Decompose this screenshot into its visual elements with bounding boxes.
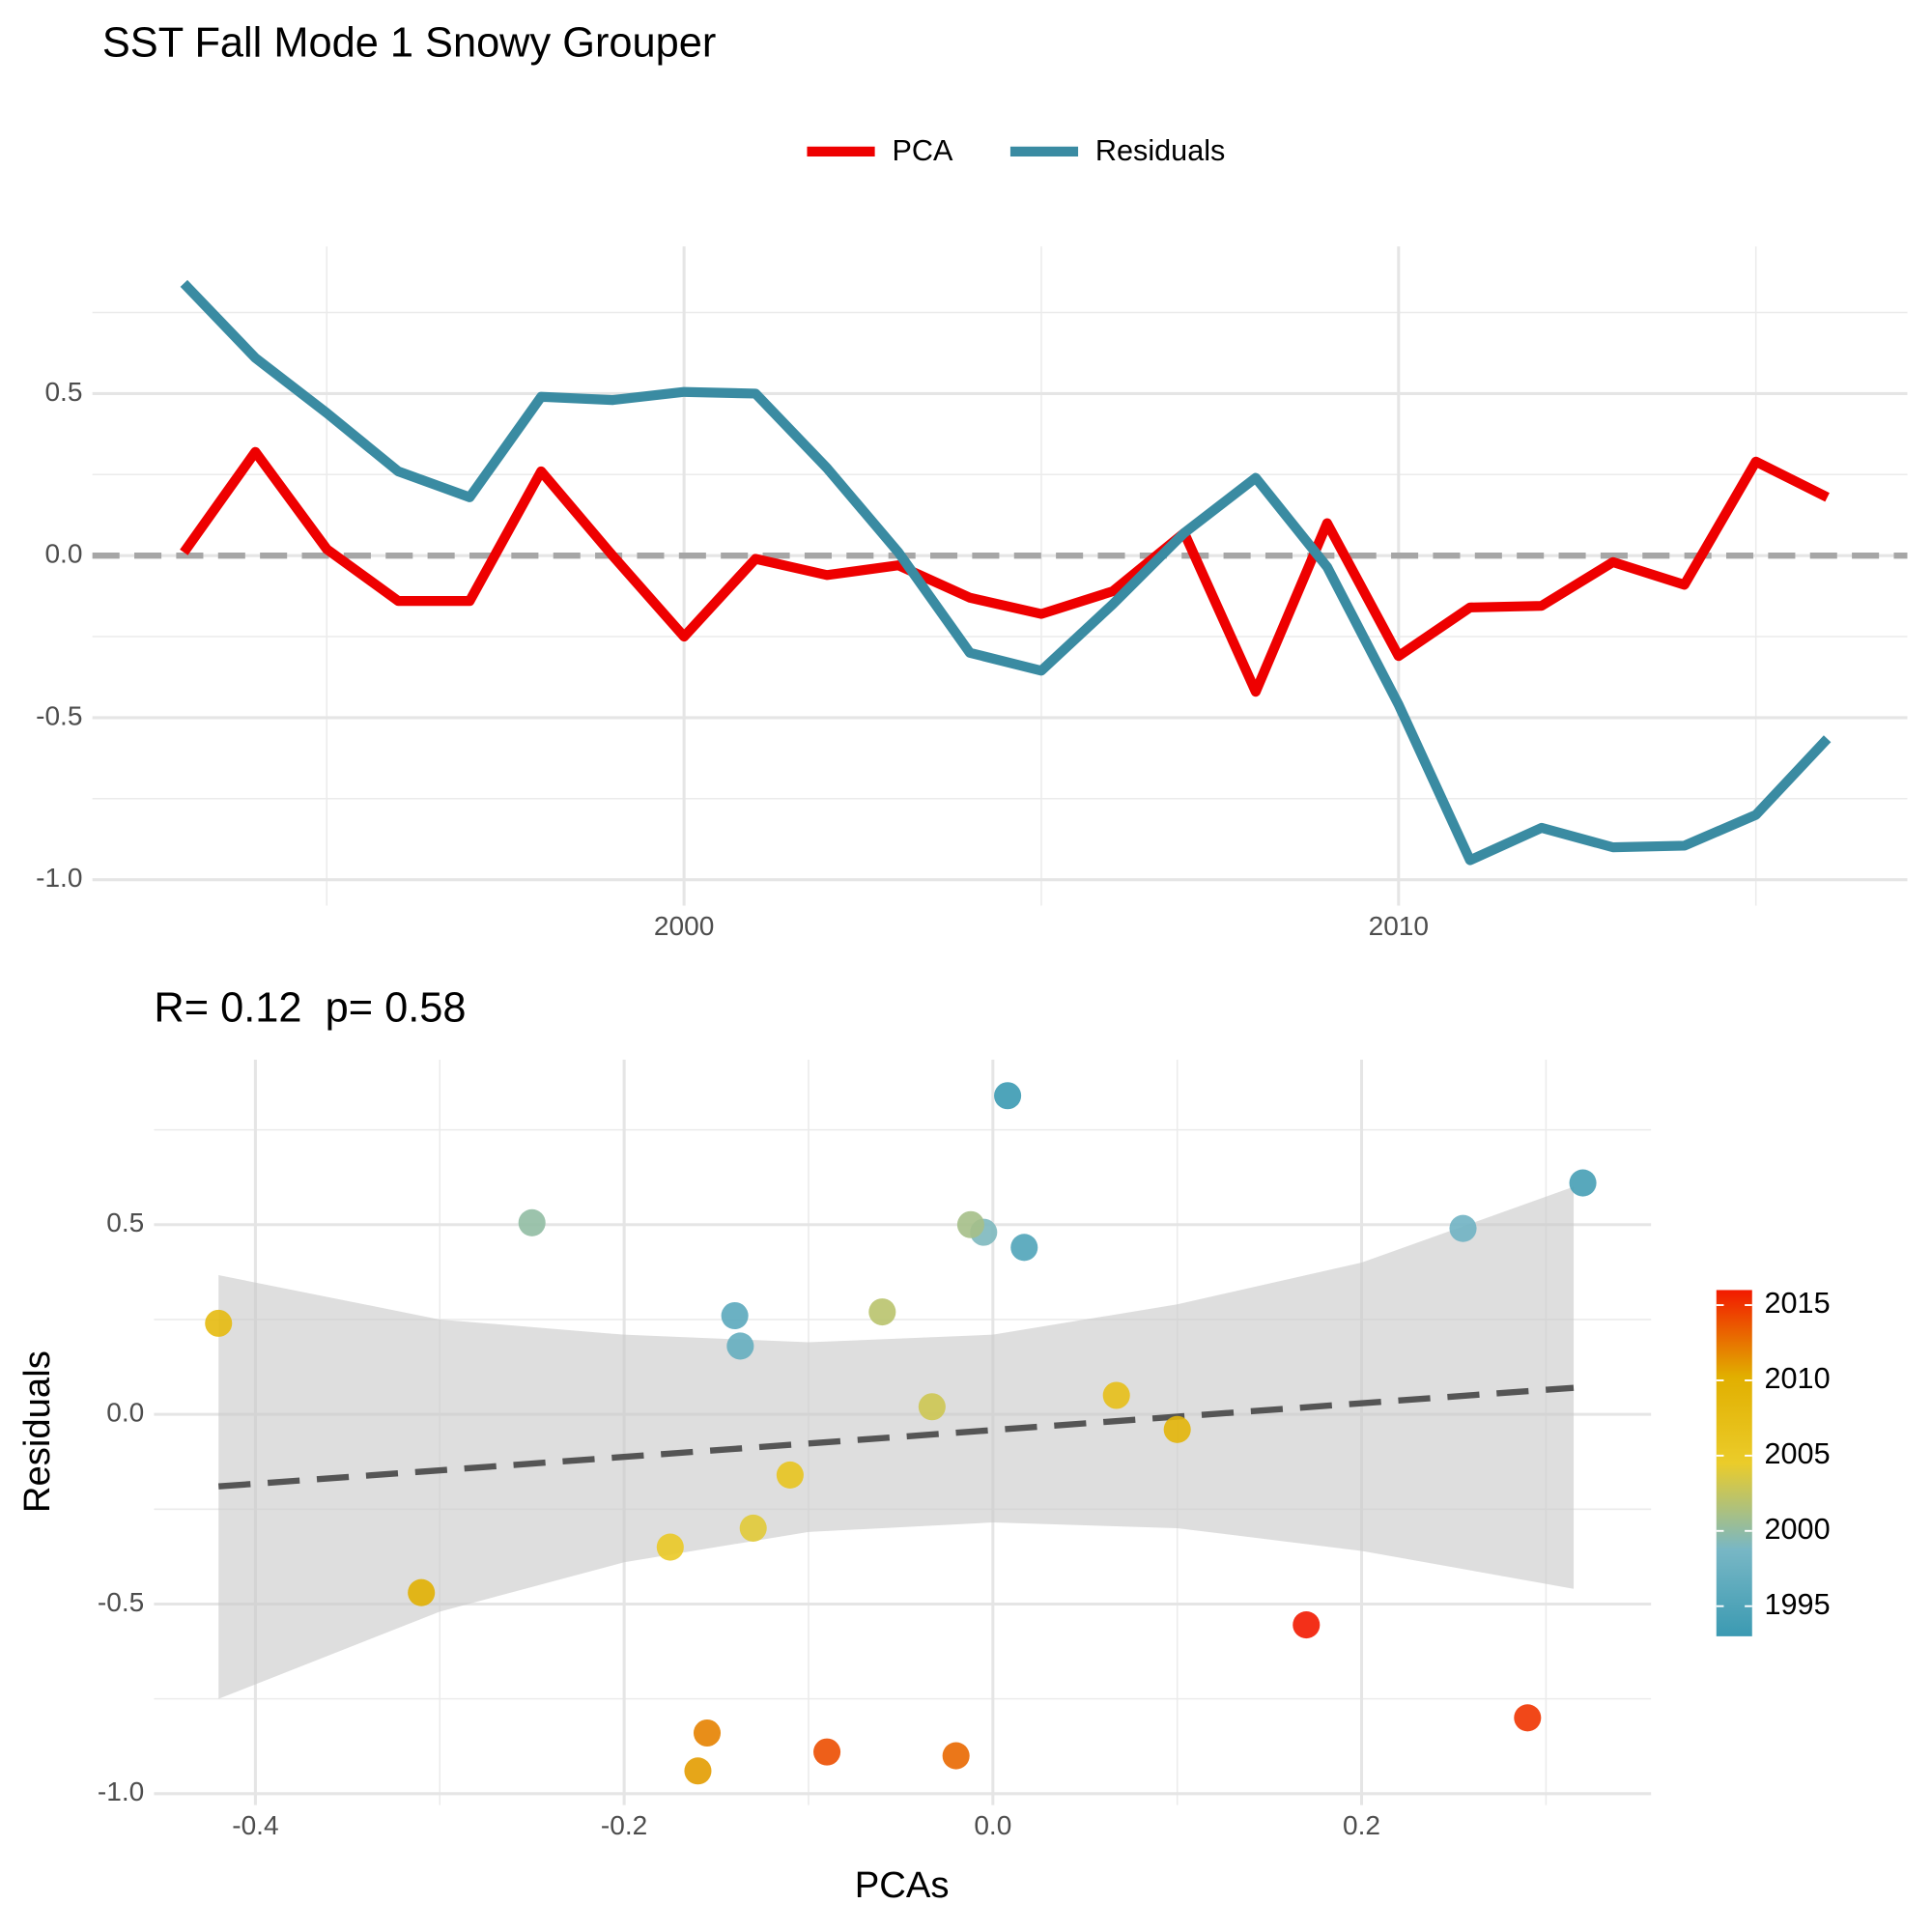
point	[776, 1461, 804, 1489]
point	[1102, 1381, 1130, 1409]
legend-label: Residuals	[1095, 134, 1225, 167]
legend-label: PCA	[892, 134, 953, 167]
x-tick-label: 0.0	[974, 1810, 1011, 1840]
y-tick-label: -1.0	[36, 863, 82, 893]
y-tick-label: -0.5	[98, 1587, 144, 1617]
point	[205, 1309, 233, 1337]
point	[813, 1738, 841, 1766]
point	[1514, 1704, 1542, 1732]
point	[868, 1298, 896, 1326]
point	[408, 1578, 436, 1606]
y-tick-label: 0.5	[44, 377, 82, 407]
x-tick-label: 2000	[654, 911, 714, 941]
x-tick-label: -0.2	[601, 1810, 647, 1840]
line-series	[180, 279, 1832, 866]
point	[918, 1393, 946, 1421]
point	[1569, 1169, 1597, 1197]
y-axis-label: Residuals	[16, 1350, 58, 1513]
point	[942, 1742, 970, 1770]
colorbar-label: 2000	[1765, 1513, 1831, 1546]
chart-title: SST Fall Mode 1 Snowy Grouper	[102, 20, 716, 67]
line-series	[180, 446, 1830, 697]
y-tick-label: 0.0	[44, 539, 82, 569]
colorbar-label: 2010	[1765, 1362, 1831, 1395]
point	[693, 1719, 722, 1747]
colorbar-label: 1995	[1765, 1588, 1831, 1621]
y-tick-label: -1.0	[98, 1776, 144, 1806]
y-tick-label: -0.5	[36, 700, 82, 730]
point	[1163, 1415, 1191, 1443]
x-tick-label: 0.2	[1343, 1810, 1380, 1840]
point	[518, 1208, 546, 1236]
point	[1010, 1234, 1038, 1262]
colorbar-label: 2015	[1765, 1287, 1831, 1320]
point	[994, 1082, 1022, 1110]
point	[1293, 1611, 1321, 1639]
fit-line	[218, 1384, 1575, 1490]
colorbar	[1716, 1290, 1752, 1636]
colorbar-label: 2005	[1765, 1437, 1831, 1470]
point	[721, 1301, 749, 1330]
y-tick-label: 0.0	[106, 1398, 144, 1428]
point	[739, 1514, 767, 1542]
point	[726, 1332, 754, 1360]
point	[1449, 1214, 1477, 1242]
x-axis-label: PCAs	[855, 1864, 950, 1906]
x-tick-label: 2010	[1369, 911, 1429, 941]
x-tick-label: -0.4	[232, 1810, 278, 1840]
point	[684, 1757, 712, 1785]
point	[956, 1210, 984, 1238]
subplot-title: R= 0.12 p= 0.58	[154, 984, 466, 1031]
confidence-band	[218, 1186, 1575, 1699]
point	[656, 1533, 684, 1561]
y-tick-label: 0.5	[106, 1208, 144, 1237]
